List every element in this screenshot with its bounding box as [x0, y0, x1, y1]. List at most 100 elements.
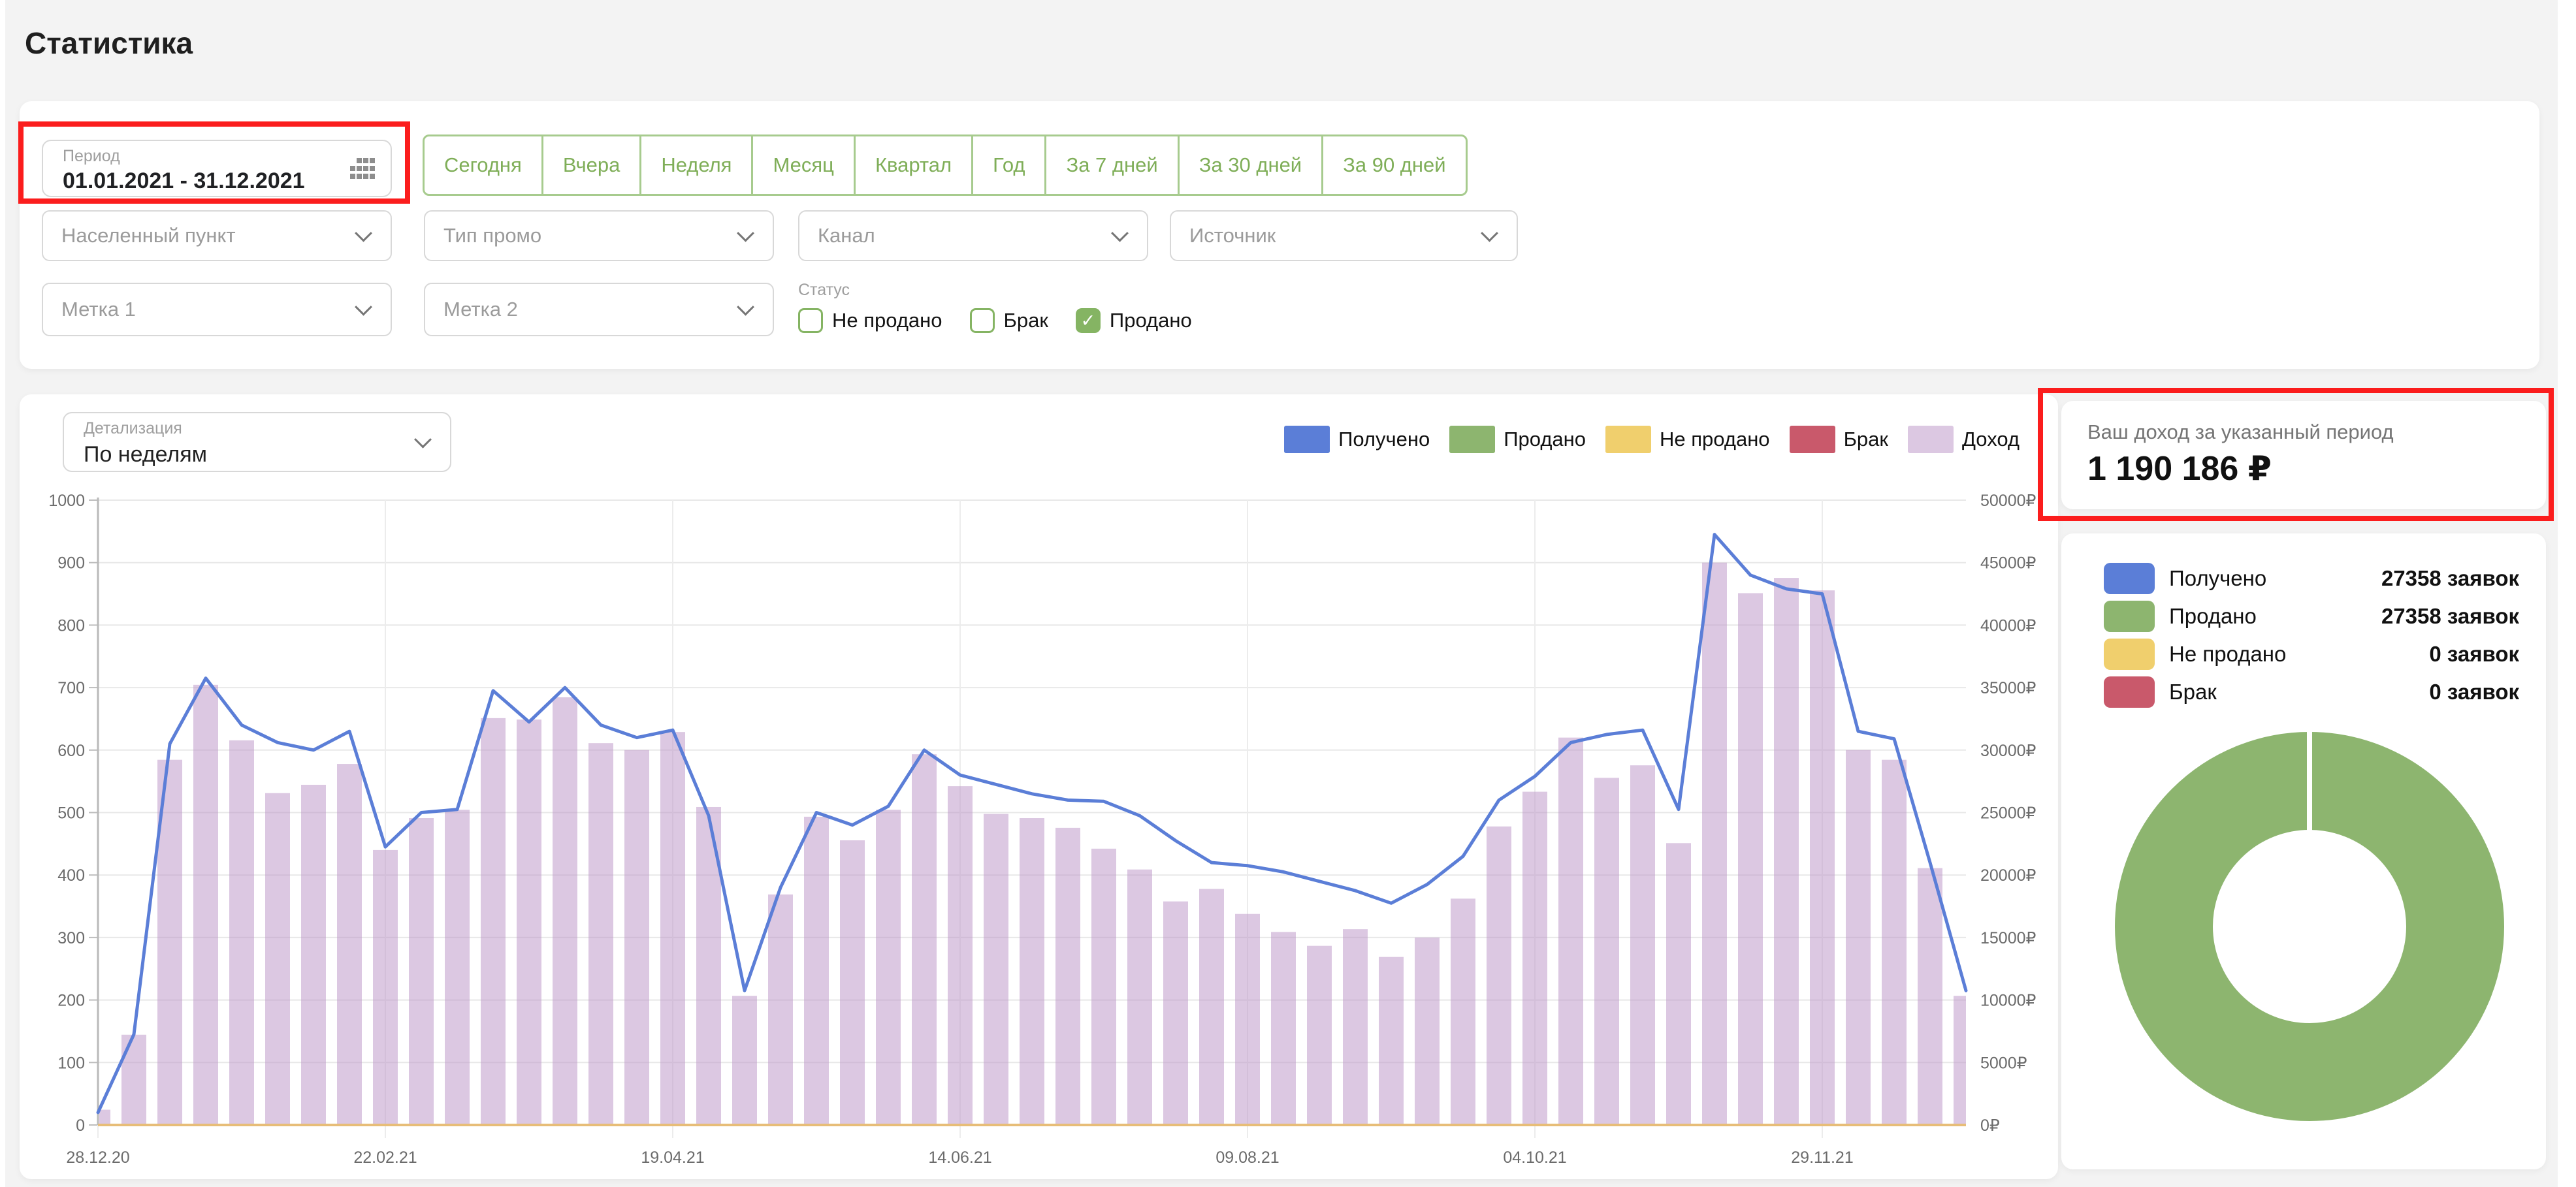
quick-range-button-3[interactable]: Месяц — [751, 136, 853, 194]
status-checkbox-1[interactable]: Брак — [969, 308, 1048, 333]
filter-select-метка-2[interactable]: Метка 2 — [424, 283, 774, 336]
svg-text:28.12.20: 28.12.20 — [66, 1148, 129, 1167]
legend-item-0[interactable]: Получено — [1284, 426, 1430, 453]
svg-text:10000₽: 10000₽ — [1980, 992, 2037, 1010]
legend-label: Брак — [1843, 428, 1888, 451]
quick-range-button-1[interactable]: Вчера — [541, 136, 640, 194]
svg-text:500: 500 — [57, 804, 85, 823]
summary-swatch — [2104, 601, 2155, 632]
quick-range-button-4[interactable]: Квартал — [853, 136, 971, 194]
status-checkbox-0[interactable]: Не продано — [798, 308, 942, 333]
select-placeholder: Метка 2 — [443, 298, 518, 321]
filter-select-населенный-пункт[interactable]: Населенный пункт — [42, 210, 392, 261]
legend-label: Не продано — [1660, 428, 1770, 451]
detail-label: Детализация — [84, 419, 182, 437]
svg-text:40000₽: 40000₽ — [1980, 616, 2037, 635]
svg-text:20000₽: 20000₽ — [1980, 866, 2037, 885]
summary-label: Получено — [2169, 566, 2267, 590]
summary-value: 27358 заявок — [2381, 566, 2519, 590]
filter-select-источник[interactable]: Источник — [1170, 210, 1518, 261]
quick-range-button-2[interactable]: Неделя — [639, 136, 751, 194]
detail-value: По неделям — [84, 442, 207, 467]
svg-text:25000₽: 25000₽ — [1980, 804, 2037, 823]
filter-select-тип-промо[interactable]: Тип промо — [424, 210, 774, 261]
received-line — [96, 533, 1968, 1115]
svg-text:900: 900 — [57, 554, 85, 573]
chevron-down-icon — [355, 224, 372, 242]
checkbox-label: Не продано — [832, 309, 942, 332]
select-placeholder: Населенный пункт — [61, 224, 236, 247]
detail-level-select[interactable]: Детализация По неделям — [63, 412, 451, 472]
legend-item-3[interactable]: Брак — [1789, 426, 1888, 453]
legend-swatch — [1284, 426, 1330, 453]
period-value: 01.01.2021 - 31.12.2021 — [63, 168, 305, 193]
summary-row-1: Продано 27358 заявок — [2104, 601, 2519, 632]
chevron-down-icon — [737, 298, 754, 316]
summary-swatch — [2104, 639, 2155, 670]
svg-text:19.04.21: 19.04.21 — [641, 1148, 704, 1167]
svg-text:22.02.21: 22.02.21 — [353, 1148, 417, 1167]
legend-label: Доход — [1961, 428, 2020, 451]
summary-swatch — [2104, 563, 2155, 594]
checkbox-label: Продано — [1109, 309, 1192, 332]
quick-range-group: Сегодня Вчера Неделя Месяц Квартал Год За 7 дн… — [423, 135, 1468, 196]
filter-select-канал[interactable]: Канал — [798, 210, 1148, 261]
legend-item-4[interactable]: Доход — [1907, 426, 2020, 453]
period-label: Период — [63, 147, 120, 165]
quick-range-button-6[interactable]: За 7 дней — [1044, 136, 1177, 194]
checkbox[interactable] — [969, 308, 995, 333]
chevron-down-icon — [1111, 224, 1129, 242]
checkbox[interactable] — [798, 308, 823, 333]
svg-text:30000₽: 30000₽ — [1980, 742, 2037, 760]
quick-range-button-5[interactable]: Год — [971, 136, 1044, 194]
quick-range-button-7[interactable]: За 30 дней — [1177, 136, 1321, 194]
summary-row-3: Брак 0 заявок — [2104, 676, 2519, 708]
legend-swatch — [1907, 426, 1954, 453]
svg-text:35000₽: 35000₽ — [1980, 679, 2037, 697]
income-card-value: 1 190 186 ₽ — [2087, 450, 2272, 488]
svg-text:04.10.21: 04.10.21 — [1503, 1148, 1566, 1167]
legend-item-1[interactable]: Продано — [1449, 426, 1586, 453]
left-edge-strip — [0, 0, 5, 1187]
svg-text:14.06.21: 14.06.21 — [928, 1148, 991, 1167]
income-card: Ваш доход за указанный период 1 190 186 … — [2061, 401, 2546, 509]
select-placeholder: Тип промо — [443, 224, 542, 247]
legend-label: Продано — [1504, 428, 1586, 451]
legend-item-2[interactable]: Не продано — [1605, 426, 1770, 453]
svg-text:300: 300 — [57, 929, 85, 947]
svg-text:15000₽: 15000₽ — [1980, 929, 2037, 947]
status-donut-chart — [2115, 731, 2504, 1121]
checkbox-checked[interactable]: ✓ — [1075, 308, 1101, 333]
summary-label: Брак — [2169, 680, 2217, 704]
summary-row-2: Не продано 0 заявок — [2104, 639, 2519, 670]
chevron-down-icon — [355, 298, 372, 316]
summary-row-0: Получено 27358 заявок — [2104, 563, 2519, 594]
select-placeholder: Источник — [1189, 224, 1276, 247]
summary-swatch — [2104, 676, 2155, 708]
chevron-down-icon — [1481, 224, 1498, 242]
legend-swatch — [1789, 426, 1835, 453]
chart-panel: Детализация По неделям Получено Продано Не… — [20, 394, 2058, 1179]
summary-label: Продано — [2169, 604, 2257, 628]
scrollbar-track[interactable] — [2558, 0, 2576, 1187]
income-card-label: Ваш доход за указанный период — [2087, 420, 2394, 443]
svg-text:600: 600 — [57, 742, 85, 760]
legend-swatch — [1449, 426, 1496, 453]
summary-panel: Получено 27358 заявок Продано 27358 заявок Н… — [2061, 533, 2546, 1169]
quick-range-button-0[interactable]: Сегодня — [444, 153, 522, 176]
income-bars — [99, 562, 1966, 1125]
status-checkbox-2[interactable]: ✓ Продано — [1075, 308, 1192, 333]
legend-label: Получено — [1338, 428, 1430, 451]
calendar-icon[interactable] — [350, 158, 375, 182]
checkbox-label: Брак — [1003, 309, 1048, 332]
status-checkbox-row: Не продано Брак ✓ Продано — [798, 308, 1192, 333]
legend-swatch — [1605, 426, 1652, 453]
filter-select-метка-1[interactable]: Метка 1 — [42, 283, 392, 336]
chart-legend: Получено Продано Не продано Брак Доход — [1284, 426, 2020, 453]
select-placeholder: Метка 1 — [61, 298, 136, 321]
period-range-input[interactable]: Период 01.01.2021 - 31.12.2021 — [42, 140, 392, 197]
svg-text:400: 400 — [57, 866, 85, 885]
page-title: Статистика — [25, 25, 193, 60]
quick-range-button-8[interactable]: За 90 дней — [1321, 136, 1465, 194]
svg-text:800: 800 — [57, 616, 85, 635]
